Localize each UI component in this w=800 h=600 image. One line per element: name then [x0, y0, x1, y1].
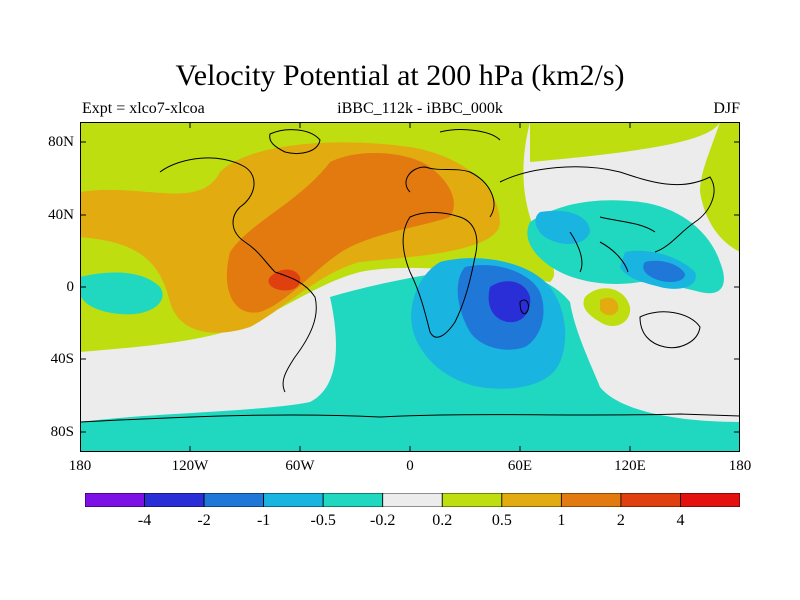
colorbar-tick-label: 1 [557, 512, 566, 529]
field-blue-indo [643, 260, 685, 282]
colorbar-swatch [203, 493, 265, 507]
colorbar-tick-label: -0.2 [370, 512, 396, 529]
colorbar-swatch [560, 493, 622, 507]
field-deepblue-africa [488, 281, 531, 323]
lon-tick-120e: 120E [614, 458, 646, 474]
colorbar-swatch [263, 493, 324, 507]
lon-tick-60w: 60W [285, 458, 315, 474]
colorbar-swatch [441, 493, 503, 507]
lon-tick-60e: 60E [507, 458, 533, 474]
lat-tick-0: 0 [66, 279, 75, 295]
lat-tick-80n: 80N [48, 134, 74, 150]
colorbar-tick-label: -4 [137, 512, 152, 529]
colorbar-tick-label: 0.5 [491, 512, 512, 529]
colorbar-swatch [382, 493, 443, 507]
lon-tick-180w: 180 [68, 458, 92, 474]
field-teal-main [80, 267, 740, 452]
coastlines [80, 129, 740, 423]
lon-tick-120w: 120W [171, 458, 209, 474]
field-orange-pacific [600, 297, 619, 316]
field-teal-pacific [80, 272, 163, 315]
colorbar-swatch [501, 493, 562, 507]
lon-tick-180e: 180 [728, 458, 752, 474]
experiment-label: Expt = xlco7-xlcoa [82, 100, 205, 117]
field-lime-north2 [530, 122, 720, 162]
field-lime-northeast [700, 122, 740, 252]
difference-label: iBBC_112k - iBBC_000k [337, 100, 503, 117]
lat-tick-40s: 40S [50, 351, 74, 367]
plot-title: Velocity Potential at 200 hPa (km2/s) [175, 59, 625, 92]
colorbar-swatch [85, 493, 145, 507]
colorbar-tick-label: -1 [256, 512, 271, 529]
colorbar-swatch [680, 493, 740, 507]
colorbar-tick-label: -0.5 [310, 512, 336, 529]
colorbar-swatch [144, 493, 205, 507]
lon-tick-0: 0 [406, 458, 414, 474]
colorbar-tick-label: -2 [197, 512, 211, 529]
colorbar [85, 493, 740, 507]
colorbar-tick-label: 2 [616, 512, 625, 529]
lat-tick-80s: 80S [50, 424, 74, 440]
field-cyan-asia [535, 210, 590, 244]
season-label: DJF [713, 100, 740, 117]
colorbar-tick-label: 4 [676, 512, 685, 529]
axis-ticks [80, 122, 740, 452]
lat-tick-40n: 40N [48, 207, 74, 223]
colorbar-swatch [620, 493, 681, 507]
colorbar-swatch [322, 493, 384, 507]
field-lime-eastpacific [80, 311, 104, 335]
field-red-orange [268, 269, 301, 291]
colorbar-tick-label: 0.2 [432, 512, 453, 529]
velocity-potential-map [80, 122, 740, 452]
